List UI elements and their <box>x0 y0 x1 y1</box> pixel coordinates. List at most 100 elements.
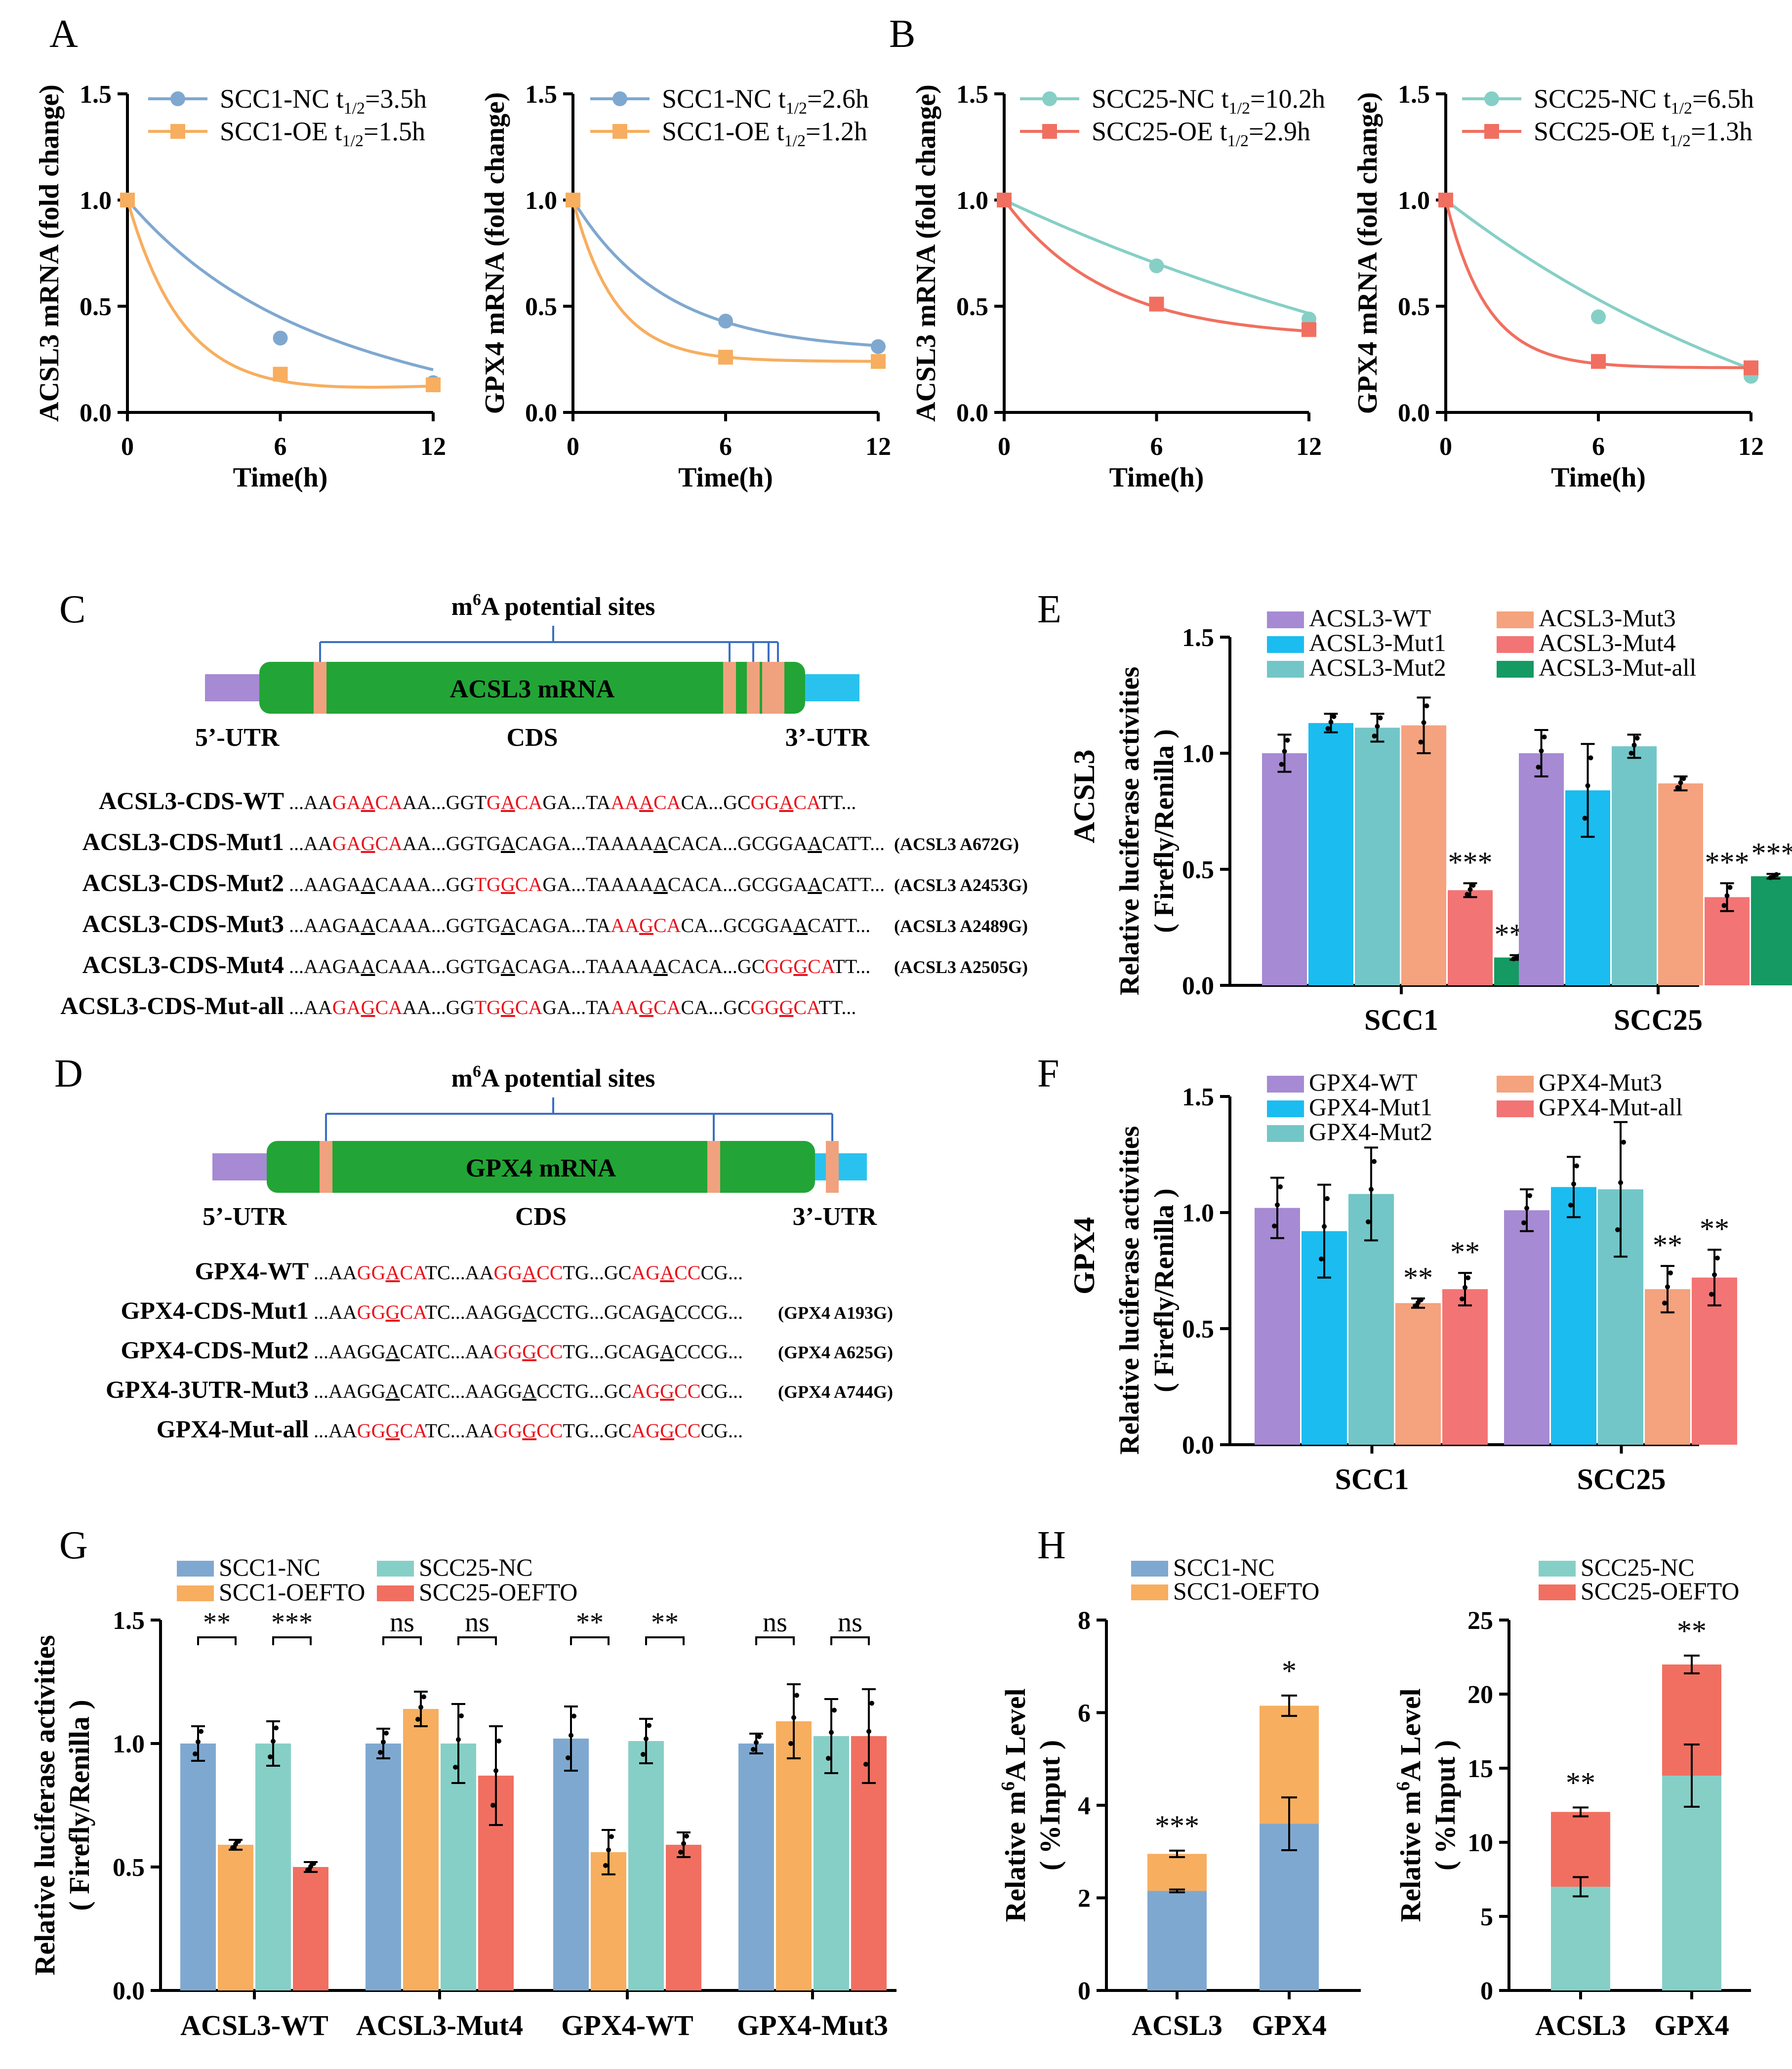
H1-y-tick-label: 8 <box>1078 1607 1091 1635</box>
legend-subscript: 1/2 <box>1670 132 1691 150</box>
G-data-dot <box>415 1717 420 1722</box>
B2-fit-line-1 <box>1444 200 1751 369</box>
sequence-segment: G <box>487 791 501 813</box>
G-data-dot <box>754 1740 759 1745</box>
G-comparison-label: *** <box>271 1607 313 1638</box>
E-data-dot <box>1539 748 1544 754</box>
B2-legend-label: SCC25-NC t1/2=6.5h <box>1534 84 1754 118</box>
legend-value: =10.2h <box>1250 84 1325 114</box>
F-legend-label: GPX4-Mut1 <box>1309 1093 1432 1121</box>
sequence-segment: CATT... <box>808 914 870 936</box>
E-legend-swatch <box>1267 611 1304 628</box>
A2-y-tick-label: 1.0 <box>525 187 557 215</box>
sequence-segment: GG <box>493 1340 522 1363</box>
F-data-dot <box>1272 1223 1277 1229</box>
sequence-segment: GA <box>332 996 361 1018</box>
E-data-dot <box>1721 903 1727 908</box>
H1-y-tick-label: 0 <box>1078 1977 1091 2005</box>
panel-label-a: A <box>49 12 78 56</box>
A2-legend-marker <box>612 91 627 106</box>
C-sequence: ...AAGAGCAAA...GGTGGCAGA...TAAAGCACA...G… <box>289 996 856 1018</box>
figure-content: 0.0 0.5 1.0 1.5 0 6 12 Time(h) ACSL3 mRNA (fold … <box>29 81 1792 2041</box>
sequence-segment: AA <box>611 914 639 936</box>
A2-y-tick-label: 1.5 <box>525 81 557 109</box>
sequence-segment: A <box>386 1380 400 1402</box>
G-y-axis-subtitle: ( Firefly/Renilla ) <box>63 1700 95 1910</box>
E-data-dot <box>1675 785 1680 790</box>
D-diagram-title: m6A potential sites <box>451 1062 655 1093</box>
legend-subscript: 1/2 <box>342 132 364 150</box>
C-gene-label: ACSL3 mRNA <box>450 675 615 703</box>
axis-title-part: Relative m <box>1394 1791 1426 1922</box>
sequence-segment: GG <box>357 1420 386 1442</box>
sequence-segment: AA...GG <box>403 996 475 1018</box>
G-data-dot <box>791 1715 796 1720</box>
G-comparison-label: ns <box>390 1607 414 1638</box>
sequence-segment: G <box>793 955 808 977</box>
legend-name: SCC1-NC t <box>662 84 786 114</box>
G-y-axis-title: Relative luciferase activities <box>29 1635 61 1975</box>
sequence-segment: AA...GGT <box>403 791 487 813</box>
G-comparison-bracket <box>457 1636 497 1645</box>
panel-label-b: B <box>889 12 915 56</box>
H2-y-tick-label: 5 <box>1480 1903 1493 1931</box>
sequence-segment: ...AAGA <box>289 955 361 977</box>
E-data-dot <box>1467 887 1473 892</box>
E-data-dot <box>1421 720 1426 725</box>
E-data-dot <box>1582 815 1588 821</box>
sequence-segment: A <box>653 955 668 977</box>
sequence-segment: CA...GC <box>681 996 751 1018</box>
F-data-dot <box>1466 1275 1470 1281</box>
G-data-dot <box>459 1713 464 1718</box>
E-data-dot <box>1328 720 1334 725</box>
sequence-segment: CA <box>653 791 681 813</box>
C-mutation-note: (ACSL3 A672G) <box>894 834 1019 854</box>
E-data-dot <box>1470 883 1476 888</box>
H2-bar-top <box>1551 1812 1610 1887</box>
E-category-label: SCC25 <box>1614 1004 1703 1036</box>
legend-subscript: 1/2 <box>786 99 807 118</box>
A1-x-tick-label: 12 <box>420 433 446 461</box>
A1-legend-label: SCC1-NC t1/2=3.5h <box>220 84 427 118</box>
B2-y-tick-label: 1.0 <box>1398 187 1430 215</box>
E-bar <box>1612 746 1657 985</box>
H1-legend-label: SCC1-OEFTO <box>1173 1577 1319 1605</box>
sequence-segment: CG... <box>700 1420 743 1442</box>
B2-y-tick-label: 0.0 <box>1398 399 1430 427</box>
E-data-dot <box>1279 762 1284 767</box>
C-sequence: ...AAGAGCAAA...GGTGACAGA...TAAAAACACA...… <box>289 832 885 854</box>
G-data-dot <box>647 1723 652 1728</box>
D-utr3-label: 3’-UTR <box>793 1203 878 1231</box>
F-bar <box>1255 1208 1300 1445</box>
D-m6a-site <box>707 1141 720 1193</box>
F-data-dot <box>1715 1256 1720 1261</box>
A2-legend-label: SCC1-OE t1/2=1.2h <box>662 117 867 150</box>
F-legend-swatch <box>1497 1076 1534 1093</box>
B2-point <box>1591 309 1606 325</box>
E-data-dot <box>1678 780 1683 785</box>
sequence-segment: GG <box>357 1261 386 1284</box>
C-sequence-label: ACSL3-CDS-Mut2 <box>82 869 284 896</box>
G-data-dot <box>496 1739 501 1744</box>
F-y-axis-subtitle: ( Firefly/Renilla ) <box>1149 1188 1180 1392</box>
F-data-dot <box>1621 1139 1626 1145</box>
F-bar <box>1504 1210 1549 1445</box>
sequence-segment: G <box>639 914 653 936</box>
C-utr5-label: 5’-UTR <box>195 724 280 752</box>
sequence-segment: G <box>660 1420 674 1442</box>
sequence-segment: GG <box>493 1261 522 1284</box>
G-data-dot <box>311 1861 316 1866</box>
H1-legend-swatch <box>1131 1561 1168 1577</box>
F-bar <box>1442 1289 1488 1445</box>
sequence-segment: A <box>653 832 668 854</box>
G-bar <box>255 1744 291 1990</box>
sequence-segment: CA <box>400 1301 427 1323</box>
E-data-dot <box>1774 872 1779 877</box>
sequence-segment: A <box>501 791 515 813</box>
G-data-dot <box>678 1850 683 1855</box>
A1-y-tick-label: 0.0 <box>80 399 112 427</box>
B1-point <box>1302 322 1316 337</box>
legend-value: =1.2h <box>806 117 867 146</box>
D-sequence: ...AAGGACATC...AAGGGCCTG...GCAGACCCG... <box>314 1340 743 1363</box>
B1-y-tick-label: 0.0 <box>956 399 988 427</box>
